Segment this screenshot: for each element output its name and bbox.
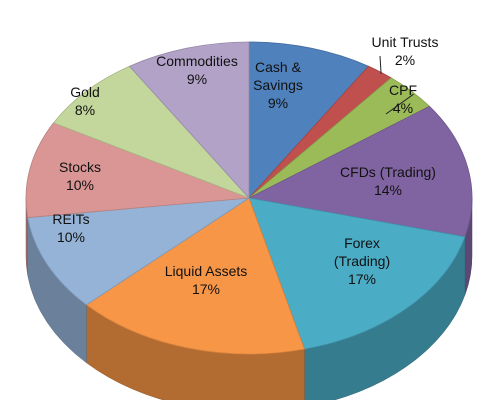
pie-leader-lines [379, 55, 414, 115]
label-stocks: Stocks [59, 159, 101, 175]
slice-gold [52, 65, 250, 199]
leader-line-unit-trusts [379, 55, 382, 74]
value-label-gold: 8% [75, 102, 95, 118]
pie-labels: Cash & Savings 9% Unit Trusts 2% CPF 4% CFDs (T… [52, 34, 438, 297]
label-cfds-trading: CFDs (Trading) [340, 164, 436, 180]
label-forex-trading: Forex (Trading) [334, 235, 390, 269]
label-liquid-assets: Liquid Assets [165, 263, 248, 279]
slice-cash-savings [248, 41, 370, 200]
value-label-liquid-assets: 17% [192, 281, 220, 297]
label-cash-savings: Cash & Savings [253, 59, 303, 93]
value-label-cpf: 4% [393, 100, 413, 116]
label-gold: Gold [70, 84, 100, 100]
value-label-cash-savings: 9% [268, 95, 288, 111]
value-label-unit-trusts: 2% [395, 52, 415, 68]
label-unit-trusts: Unit Trusts [372, 34, 439, 50]
slice-cfds-trading [247, 105, 473, 238]
value-label-cfds-trading: 14% [374, 182, 402, 198]
leader-line-cpf [385, 93, 414, 115]
slice-commodities [128, 41, 250, 200]
label-commodities: Commodities [156, 53, 238, 69]
slice-reits [27, 197, 250, 306]
value-label-forex-trading: 17% [348, 271, 376, 287]
value-label-stocks: 10% [66, 177, 94, 193]
value-label-commodities: 9% [187, 71, 207, 87]
slice-forex-trading [248, 197, 466, 350]
slice-liquid-assets [85, 197, 305, 355]
pie-slices [25, 41, 473, 355]
value-label-reits: 10% [57, 229, 85, 245]
slice-stocks [25, 122, 250, 218]
label-cpf: CPF [389, 82, 417, 98]
label-reits: REITs [52, 211, 89, 227]
